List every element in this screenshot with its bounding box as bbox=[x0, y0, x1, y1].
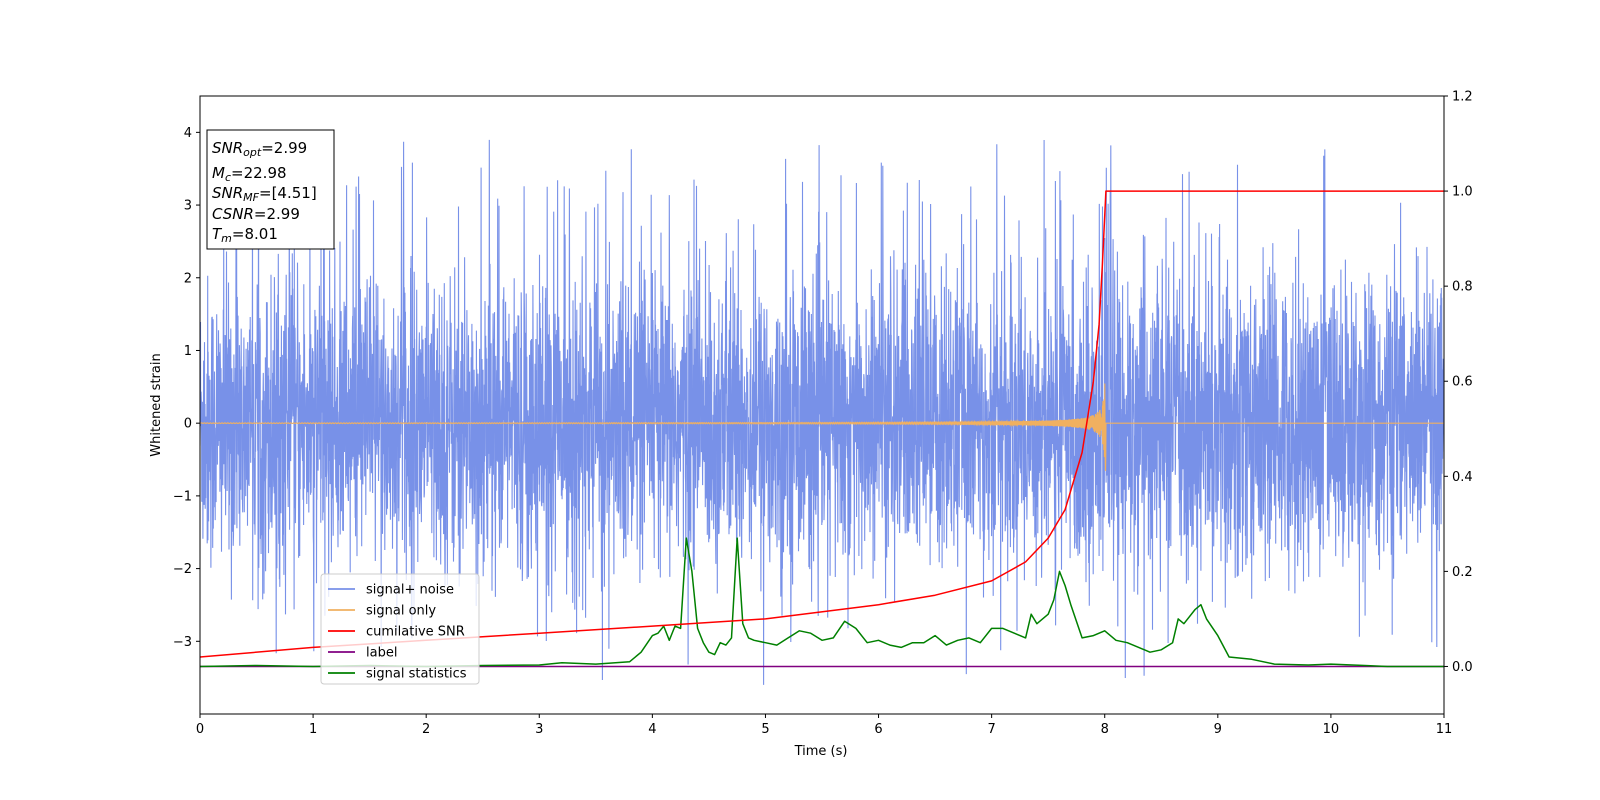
x-tick-label: 9 bbox=[1214, 722, 1222, 737]
legend-entry: signal statistics bbox=[366, 667, 467, 682]
y2-tick-label: 0.8 bbox=[1452, 280, 1473, 295]
y2-tick-label: 1.0 bbox=[1452, 185, 1473, 200]
legend-entry: cumilative SNR bbox=[366, 625, 465, 640]
y-axis-left: 4 3 2 1 0 −1 −2 −3 bbox=[173, 126, 200, 650]
x-tick-label: 8 bbox=[1101, 722, 1109, 737]
y-tick-label: 3 bbox=[184, 199, 192, 214]
x-tick-label: 10 bbox=[1323, 722, 1340, 737]
annotation-line: SNRopt=2.99 bbox=[212, 139, 307, 159]
y-tick-label: 0 bbox=[184, 417, 192, 432]
stats-annotation-box: SNRopt=2.99 Mc=22.98SNRMF=[4.51]CSNR=2.99… bbox=[206, 129, 335, 250]
annotation-frame bbox=[206, 129, 335, 250]
legend: signal+ noise signal only cumilative SNR la… bbox=[320, 573, 480, 685]
annotation-line: SNRMF=[4.51] bbox=[212, 184, 317, 204]
legend-entry: label bbox=[366, 646, 397, 661]
x-tick-label: 0 bbox=[196, 722, 204, 737]
y-tick-label: 1 bbox=[184, 344, 192, 359]
legend-entry: signal+ noise bbox=[366, 583, 454, 598]
y-tick-label: −2 bbox=[173, 562, 192, 577]
x-tick-label: 7 bbox=[987, 722, 995, 737]
y-tick-label: 4 bbox=[184, 126, 192, 141]
x-tick-label: 11 bbox=[1436, 722, 1453, 737]
y2-tick-label: 0.0 bbox=[1452, 660, 1473, 675]
y2-tick-label: 0.6 bbox=[1452, 375, 1473, 390]
x-tick-label: 1 bbox=[309, 722, 317, 737]
x-tick-label: 2 bbox=[422, 722, 430, 737]
y2-tick-label: 0.2 bbox=[1452, 565, 1473, 580]
y2-tick-label: 1.2 bbox=[1452, 90, 1473, 105]
annotation-line: Mc=22.98 bbox=[212, 164, 287, 184]
y-tick-label: 2 bbox=[184, 271, 192, 286]
annotation-line: CSNR=2.99 bbox=[212, 205, 300, 223]
series-cumulative-snr bbox=[200, 190, 1444, 658]
y-tick-label: −3 bbox=[173, 635, 192, 650]
annotation-line: Tm=8.01 bbox=[212, 225, 278, 245]
x-tick-label: 5 bbox=[761, 722, 769, 737]
x-axis-label: Time (s) bbox=[794, 744, 848, 759]
legend-entry: signal only bbox=[366, 604, 436, 619]
y-axis-right: 1.2 1.0 0.8 0.6 0.4 0.2 0.0 bbox=[1444, 90, 1473, 675]
plot-frame bbox=[199, 95, 1445, 715]
series-signal-plus-noise bbox=[200, 139, 1444, 685]
x-axis: 0 1 2 3 4 5 6 7 8 9 10 11 bbox=[196, 714, 1452, 737]
y2-tick-label: 0.4 bbox=[1452, 470, 1473, 485]
legend-frame bbox=[320, 573, 480, 685]
x-tick-label: 6 bbox=[874, 722, 882, 737]
series-signal-statistics bbox=[200, 537, 1444, 668]
y-axis-label: Whitened strain bbox=[149, 353, 164, 456]
x-tick-label: 4 bbox=[648, 722, 656, 737]
y-tick-label: −1 bbox=[173, 489, 192, 504]
x-tick-label: 3 bbox=[535, 722, 543, 737]
series-signal-only bbox=[200, 383, 1444, 472]
